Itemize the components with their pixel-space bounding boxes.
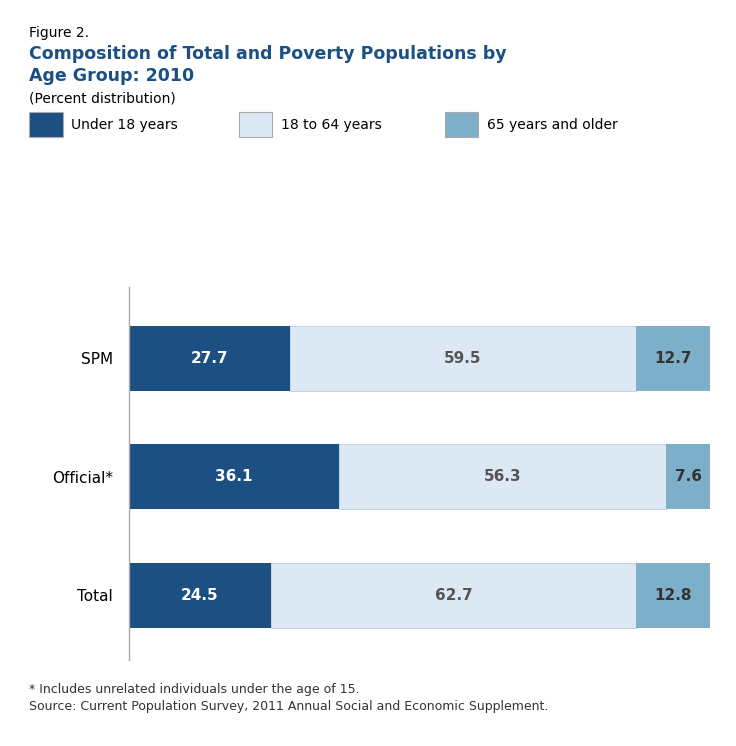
Text: Under 18 years: Under 18 years [71,118,178,131]
Bar [636,326,710,391]
Text: 12.8: 12.8 [654,588,692,603]
Bar [290,326,636,391]
Text: 56.3: 56.3 [484,469,521,484]
Text: 59.5: 59.5 [444,351,481,366]
Text: Age Group: 2010: Age Group: 2010 [29,67,194,85]
Text: 36.1: 36.1 [215,469,252,484]
Text: 18 to 64 years: 18 to 64 years [281,118,382,131]
Text: 27.7: 27.7 [191,351,228,366]
Bar [666,444,710,510]
Text: 7.6: 7.6 [675,469,701,484]
Bar [129,562,272,627]
Text: 62.7: 62.7 [435,588,473,603]
Text: Figure 2.: Figure 2. [29,26,90,40]
Text: * Includes unrelated individuals under the age of 15.: * Includes unrelated individuals under t… [29,683,360,695]
Bar [339,444,666,510]
Text: Source: Current Population Survey, 2011 Annual Social and Economic Supplement.: Source: Current Population Survey, 2011 … [29,700,549,712]
Text: (Percent distribution): (Percent distribution) [29,92,176,106]
Text: 12.7: 12.7 [654,351,692,366]
Bar [129,444,339,510]
Bar [636,562,710,627]
Text: 65 years and older: 65 years and older [487,118,618,131]
Bar [272,562,636,627]
Text: 24.5: 24.5 [181,588,219,603]
Bar [129,326,290,391]
Text: Composition of Total and Poverty Populations by: Composition of Total and Poverty Populat… [29,45,507,63]
